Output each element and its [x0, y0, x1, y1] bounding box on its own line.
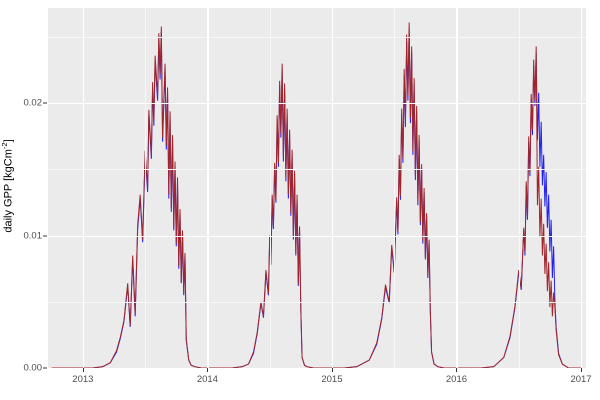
gridline-minor-horizontal	[48, 169, 586, 171]
gridline-major-vertical	[581, 8, 583, 368]
gridline-major-vertical	[82, 8, 84, 368]
y-axis-tick-label: 0.01	[23, 230, 43, 242]
gridline-minor-vertical	[394, 8, 395, 368]
plot-panel	[48, 8, 586, 368]
x-axis-tick-mark	[207, 368, 209, 372]
x-axis: 2013 2014 2015 2016 2017	[48, 368, 592, 398]
series-layer	[51, 22, 582, 368]
x-axis-tick-label: 2016	[445, 374, 468, 385]
y-axis-tick-mark	[43, 367, 47, 369]
x-axis-tick-mark	[456, 368, 458, 372]
y-axis-title-text: daily GPP [kgCm	[3, 149, 16, 233]
gridline-major-vertical	[331, 8, 334, 368]
series-line-series-red	[51, 22, 582, 368]
gridline-major-vertical	[207, 8, 209, 368]
x-axis-tick-mark	[82, 368, 84, 372]
x-axis-tick-label: 2013	[72, 374, 94, 385]
x-axis-tick-mark	[331, 368, 333, 372]
gridline-major-vertical	[456, 8, 458, 368]
y-axis-title-suffix: ]	[3, 139, 16, 143]
y-axis-title: daily GPP [kgCm-2]	[0, 0, 18, 372]
y-axis-tick-mark	[43, 235, 47, 237]
series-line-series-blue	[51, 29, 582, 368]
y-axis-tick-labels: 0.00 0.01 0.02	[18, 0, 43, 374]
gridline-major-horizontal	[48, 103, 586, 105]
gridline-minor-vertical	[518, 8, 520, 368]
x-axis-tick-mark	[581, 368, 583, 372]
gridline-minor-vertical	[269, 8, 271, 368]
y-axis-tick-label: 0.02	[23, 97, 43, 109]
gridline-minor-vertical	[145, 8, 146, 368]
gridline-minor-horizontal	[48, 301, 586, 303]
x-axis-tick-label: 2014	[196, 374, 218, 385]
y-axis-tick-mark	[43, 102, 47, 104]
y-axis-title-exponent: -2	[0, 142, 10, 150]
y-axis-tick-label: 0.00	[23, 362, 43, 374]
gridline-major-horizontal	[48, 235, 586, 237]
x-axis-tick-label: 2017	[570, 374, 592, 385]
gridline-minor-horizontal	[48, 37, 586, 38]
x-axis-tick-label: 2015	[321, 374, 343, 385]
